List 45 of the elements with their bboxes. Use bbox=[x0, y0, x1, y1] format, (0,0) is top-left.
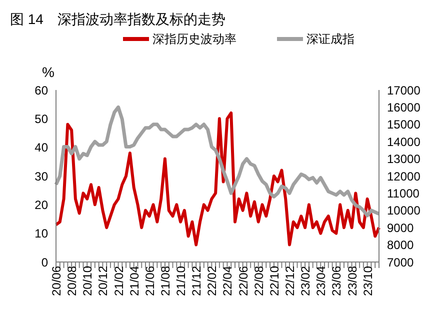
x-tick-label: 23/10 bbox=[360, 266, 375, 296]
y2-tick-label: 13000 bbox=[387, 152, 421, 166]
y2-tick-label: 8000 bbox=[387, 238, 414, 252]
y-tick-label: 40 bbox=[34, 140, 48, 155]
x-tick-label: 21/04 bbox=[127, 266, 142, 296]
x-tick-label: 20/06 bbox=[50, 266, 64, 296]
line-series bbox=[54, 105, 381, 218]
x-tick-label: 22/10 bbox=[267, 266, 282, 296]
x-tick-label: 21/12 bbox=[190, 266, 204, 296]
x-tick-label: 21/06 bbox=[142, 266, 157, 296]
x-tick-label: 21/08 bbox=[158, 266, 172, 296]
y-tick-label: 30 bbox=[34, 169, 48, 184]
y2-tick-label: 7000 bbox=[387, 255, 414, 270]
y2-tick-label: 11000 bbox=[387, 186, 420, 200]
y2-tick-label: 9000 bbox=[387, 220, 414, 235]
x-tick-label: 21/10 bbox=[174, 266, 188, 296]
x-tick-label: 22/08 bbox=[252, 266, 266, 296]
x-tick-label: 23/08 bbox=[345, 266, 360, 296]
y2-tick-label: 17000 bbox=[387, 83, 421, 98]
y2-tick-label: 10000 bbox=[387, 204, 421, 218]
x-tick-label: 20/08 bbox=[65, 266, 80, 296]
y-tick-label: 50 bbox=[34, 112, 48, 126]
y-tick-label: 20 bbox=[34, 198, 48, 212]
y-tick-label: 10 bbox=[34, 226, 48, 241]
y-axis-title: % bbox=[42, 64, 54, 80]
legend-label: 深证成指 bbox=[306, 30, 354, 48]
y2-tick-label: 14000 bbox=[387, 134, 421, 149]
y2-tick-label: 12000 bbox=[387, 169, 421, 184]
chart-title: 图 14 深指波动率指数及标的走势 bbox=[9, 10, 226, 29]
line-series bbox=[54, 111, 380, 246]
x-tick-label: 23/02 bbox=[298, 266, 313, 296]
y-tick-label: 60 bbox=[34, 83, 48, 98]
x-tick-label: 20/12 bbox=[96, 266, 110, 296]
x-tick-label: 20/10 bbox=[80, 266, 95, 296]
x-tick-label: 22/12 bbox=[283, 266, 298, 296]
y-tick-label: 0 bbox=[41, 255, 48, 270]
y2-tick-label: 16000 bbox=[387, 100, 421, 114]
x-tick-label: 22/04 bbox=[220, 266, 235, 296]
x-tick-label: 21/02 bbox=[112, 266, 126, 296]
x-tick-label: 23/06 bbox=[330, 266, 344, 296]
y2-tick-label: 15000 bbox=[387, 118, 421, 132]
x-tick-label: 22/02 bbox=[205, 266, 220, 296]
legend-label: 深指历史波动率 bbox=[152, 30, 236, 48]
x-tick-label: 22/06 bbox=[236, 266, 250, 296]
x-tick-label: 23/04 bbox=[314, 266, 328, 296]
